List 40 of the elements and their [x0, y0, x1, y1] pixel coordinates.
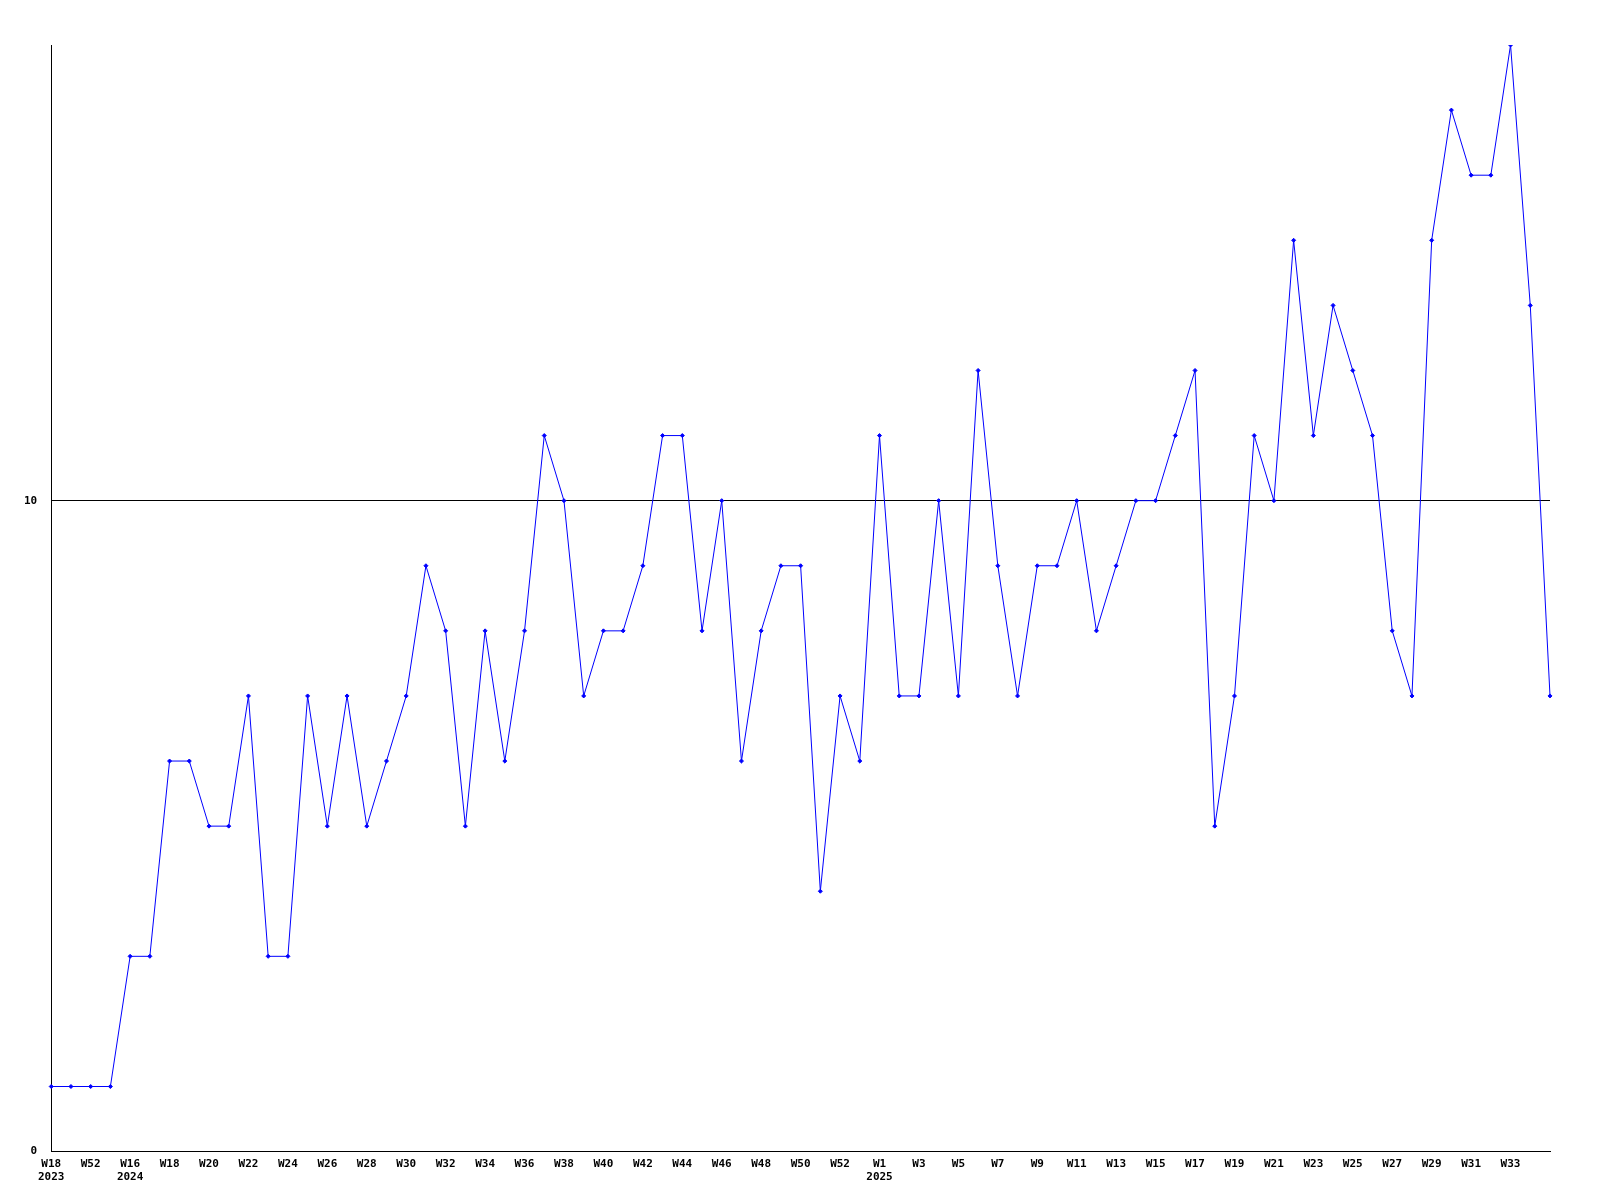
x-tick-label: W50 [790, 1157, 811, 1171]
x-tick-label: W36 [514, 1157, 535, 1171]
x-tick-label: W44 [672, 1157, 693, 1171]
x-tick-label: W22 [238, 1157, 259, 1171]
x-tick-label: W48 [751, 1157, 772, 1171]
x-tick-label: W23 [1303, 1157, 1324, 1171]
x-tick-label: W42 [632, 1157, 653, 1171]
x-tick-label: W18 [159, 1157, 180, 1171]
x-tick-label: W9 [1030, 1157, 1044, 1171]
x-tick-label: W5 [951, 1157, 966, 1171]
x-tick-label: W7 [991, 1157, 1005, 1171]
x-tick-label: W19 [1224, 1157, 1245, 1171]
x-tick-label: W13 [1106, 1157, 1127, 1171]
x-tick-label: W30 [396, 1157, 417, 1171]
x-tick-label: W32 [435, 1157, 456, 1171]
x-tick-label: W28 [356, 1157, 377, 1171]
x-tick-label: W26 [317, 1157, 338, 1171]
x-tick-label: W40 [593, 1157, 614, 1171]
x-tick-label: W31 [1461, 1157, 1482, 1171]
y-tick-label: 0 [30, 1144, 38, 1158]
x-tick-label: W34 [475, 1157, 496, 1171]
x-tick-label: W24 [277, 1157, 299, 1171]
x-tick-label: W11 [1066, 1157, 1088, 1171]
x-tick-label: W27 [1382, 1157, 1403, 1171]
x-tick-label: W46 [711, 1157, 733, 1171]
x-tick-label: W3 [912, 1157, 926, 1171]
x-tick-label: W29 [1421, 1157, 1442, 1171]
x-tick-label: W21 [1263, 1157, 1285, 1171]
x-tick-label: W52 [830, 1157, 850, 1171]
x-tick-label: W15 [1145, 1157, 1166, 1171]
x-tick-label: W25 [1342, 1157, 1363, 1171]
x-tick-label: W33 [1500, 1157, 1521, 1171]
x-tick-label: W1 2025 [866, 1157, 893, 1184]
x-tick-label: W20 [199, 1157, 219, 1171]
x-tick-label: W52 [80, 1157, 101, 1171]
x-tick-label: W38 [554, 1157, 574, 1171]
x-tick-label: W16 2024 [116, 1157, 144, 1184]
x-tick-label: W18 2023 [38, 1157, 65, 1184]
x-tick-label: W17 [1185, 1157, 1205, 1171]
y-tick-label: 10 [24, 493, 38, 507]
